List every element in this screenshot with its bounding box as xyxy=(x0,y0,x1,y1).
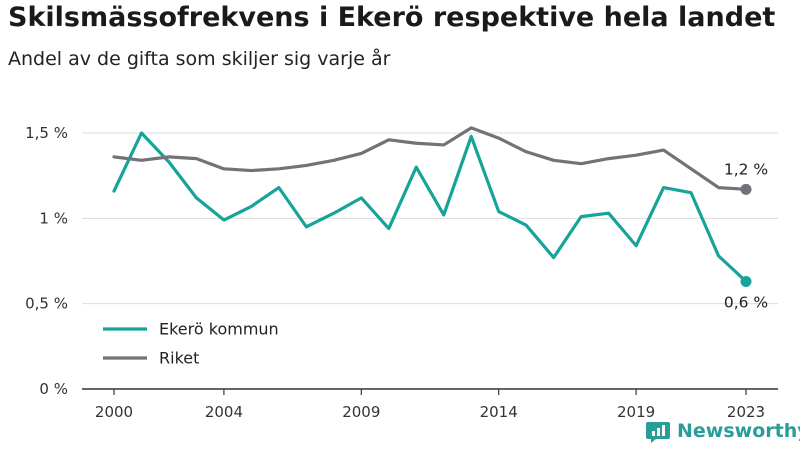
axis-labels: 0 % 0,5 % 1 % 1,5 % 2000 2004 2009 2014 2019 2023 xyxy=(25,124,765,421)
series-line xyxy=(112,126,748,191)
end-labels: 0,6 % 1,2 % xyxy=(724,160,768,311)
series-line xyxy=(112,131,748,284)
x-tick-label: 2004 xyxy=(205,403,243,421)
chart-subtitle: Andel av de gifta som skiljer sig varje … xyxy=(8,48,391,70)
series-end-marker xyxy=(740,183,752,195)
end-value-label: 0,6 % xyxy=(724,293,768,311)
end-value-label: 1,2 % xyxy=(724,160,768,178)
brand-logo: Newsworthy xyxy=(645,418,800,444)
y-tick-label: 0 % xyxy=(39,380,68,398)
series-end-marker xyxy=(740,275,752,287)
brand-name: Newsworthy xyxy=(677,420,800,442)
series-lines xyxy=(112,126,752,287)
x-tick-label: 2023 xyxy=(727,403,765,421)
chart-title: Skilsmässofrekvens i Ekerö respektive he… xyxy=(8,2,776,33)
legend-label: Riket xyxy=(159,349,199,368)
legend-label: Ekerö kommun xyxy=(159,320,279,339)
newsworthy-logo-icon xyxy=(646,422,670,443)
x-tick-label: 2014 xyxy=(480,403,518,421)
y-tick-label: 1,5 % xyxy=(25,124,68,142)
x-tick-label: 2009 xyxy=(342,403,380,421)
x-tick-label: 2000 xyxy=(95,403,133,421)
y-tick-label: 0,5 % xyxy=(25,295,68,313)
grid-lines xyxy=(82,132,778,390)
x-tick-label: 2019 xyxy=(617,403,655,421)
y-tick-label: 1 % xyxy=(39,209,68,227)
legend: Ekerö kommun Riket xyxy=(103,320,279,368)
